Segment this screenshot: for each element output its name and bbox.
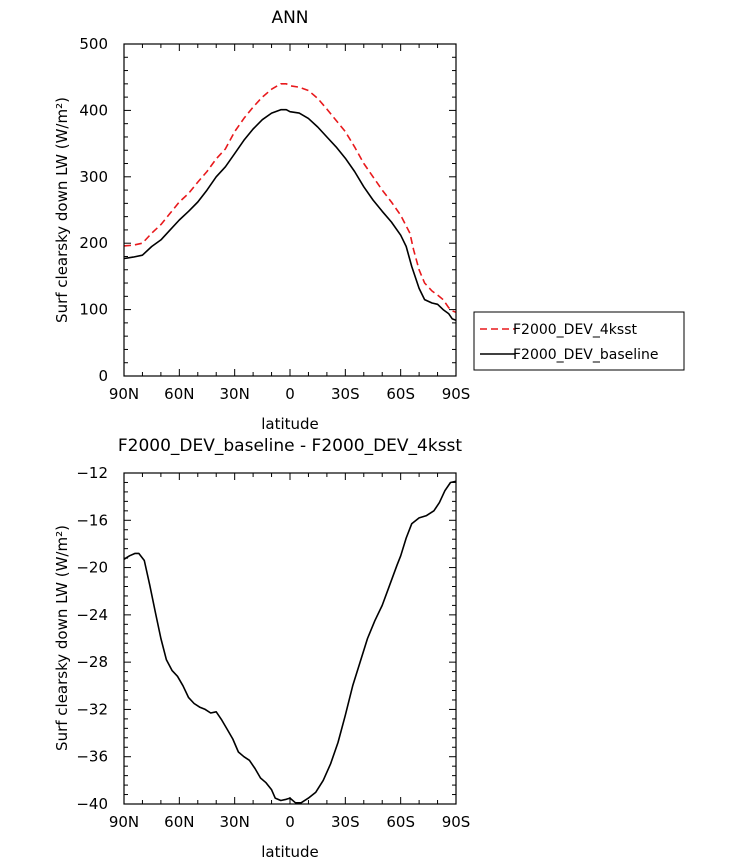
x-tick-label: 0 xyxy=(285,385,295,403)
top-panel-xlabel: latitude xyxy=(261,415,319,433)
x-tick-label: 30N xyxy=(220,813,250,831)
x-tick-label: 90N xyxy=(109,813,139,831)
legend-label-series-0: F2000_DEV_4ksst xyxy=(513,322,637,338)
y-tick-label: 200 xyxy=(79,234,108,252)
y-tick-label: 300 xyxy=(79,168,108,186)
y-tick-label: −28 xyxy=(76,653,108,671)
x-tick-label: 30S xyxy=(331,385,360,403)
x-tick-label: 90S xyxy=(442,813,471,831)
x-tick-label: 60S xyxy=(386,813,415,831)
series-line-0 xyxy=(123,480,457,804)
legend-label-series-1: F2000_DEV_baseline xyxy=(513,347,659,363)
x-tick-label: 30N xyxy=(220,385,250,403)
y-tick-label: −24 xyxy=(76,606,108,624)
x-tick-label: 60S xyxy=(386,385,415,403)
y-tick-label: 100 xyxy=(79,301,108,319)
x-tick-label: 90N xyxy=(109,385,139,403)
y-tick-label: −20 xyxy=(76,559,108,577)
bottom-panel-xlabel: latitude xyxy=(261,843,319,861)
bottom-panel: F2000_DEV_baseline - F2000_DEV_4ksst 90N… xyxy=(53,436,470,861)
top-panel-frame xyxy=(123,43,457,377)
x-tick-label: 0 xyxy=(285,813,295,831)
top-panel-ticks: 90N 60N 30N 0 30S 60S 90S 0 100 200 300 400 500 xyxy=(79,35,470,403)
y-tick-label: 500 xyxy=(79,35,108,53)
x-tick-label: 60N xyxy=(164,813,194,831)
bottom-panel-title: F2000_DEV_baseline - F2000_DEV_4ksst xyxy=(118,436,463,456)
bottom-panel-frame xyxy=(123,472,457,805)
y-tick-label: 400 xyxy=(79,101,108,119)
y-tick-label: −40 xyxy=(76,795,108,813)
legend: F2000_DEV_4ksst F2000_DEV_baseline xyxy=(473,311,685,371)
bottom-panel-ylabel: Surf clearsky down LW (W/m²) xyxy=(53,525,71,751)
top-panel-ylabel: Surf clearsky down LW (W/m²) xyxy=(53,97,71,323)
legend-box xyxy=(473,311,685,371)
y-tick-label: 0 xyxy=(98,367,108,385)
top-panel-title: ANN xyxy=(271,8,308,28)
x-tick-label: 30S xyxy=(331,813,360,831)
x-tick-label: 90S xyxy=(442,385,471,403)
y-tick-label: −16 xyxy=(76,511,108,529)
series-line-0 xyxy=(123,83,457,314)
y-tick-label: −32 xyxy=(76,700,108,718)
series-line-1 xyxy=(123,108,457,321)
top-panel-series xyxy=(123,83,457,321)
top-panel: ANN 90N 60N 30N 0 30S 60S 90S0100200300400500 … xyxy=(53,8,685,433)
y-tick-label: −36 xyxy=(76,748,108,766)
bottom-panel-ticks: 90N 60N 30N 0 30S 60S 90S −40 −36 −32 −28 −24 −20 −16… xyxy=(76,464,470,831)
x-tick-label: 60N xyxy=(164,385,194,403)
bottom-panel-series xyxy=(123,480,457,804)
y-tick-label: −12 xyxy=(76,464,108,482)
